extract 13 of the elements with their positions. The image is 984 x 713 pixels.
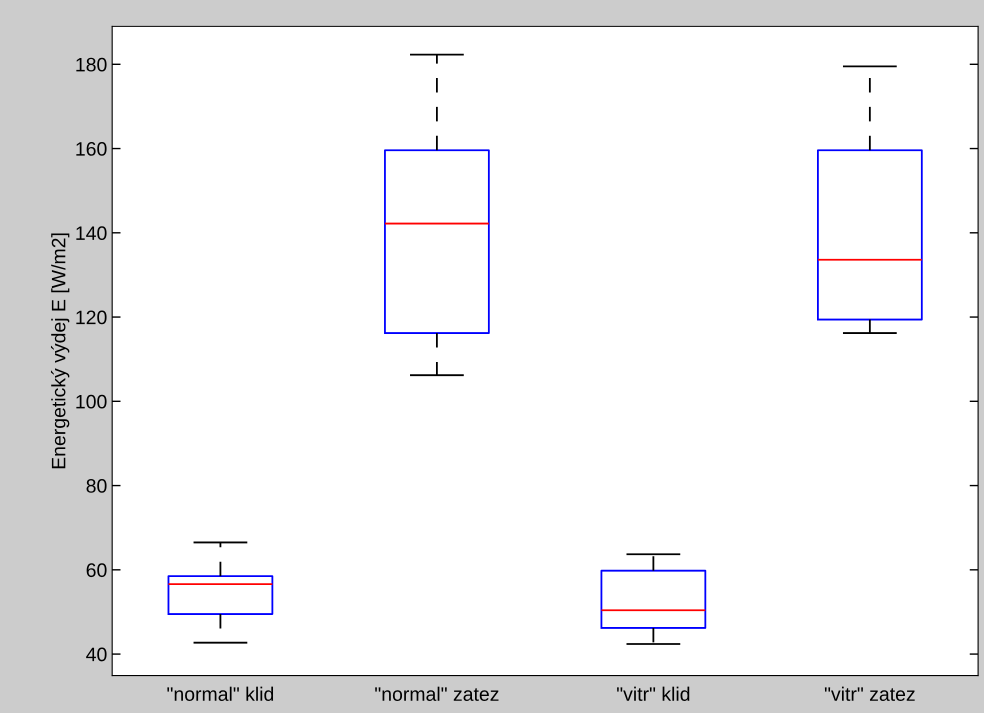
y-tick-label: 120 bbox=[76, 310, 107, 324]
x-tick-label: "vitr" klid bbox=[617, 686, 690, 701]
y-tick-label: 100 bbox=[76, 394, 107, 409]
x-tick-label: "normal" zatez bbox=[375, 686, 498, 701]
y-tick-label: 140 bbox=[76, 226, 107, 240]
x-tick-label: "normal" klid bbox=[167, 686, 274, 701]
y-tick-label: 60 bbox=[86, 563, 107, 578]
y-tick-label: 180 bbox=[76, 58, 107, 72]
y-tick-label: 80 bbox=[86, 479, 107, 493]
x-tick-label: "vitr" zatez bbox=[824, 686, 915, 701]
y-axis-title: Energetický výdej E [W/m2] bbox=[50, 233, 70, 468]
y-tick-label: 40 bbox=[86, 648, 107, 662]
y-tick-label: 160 bbox=[76, 142, 107, 156]
